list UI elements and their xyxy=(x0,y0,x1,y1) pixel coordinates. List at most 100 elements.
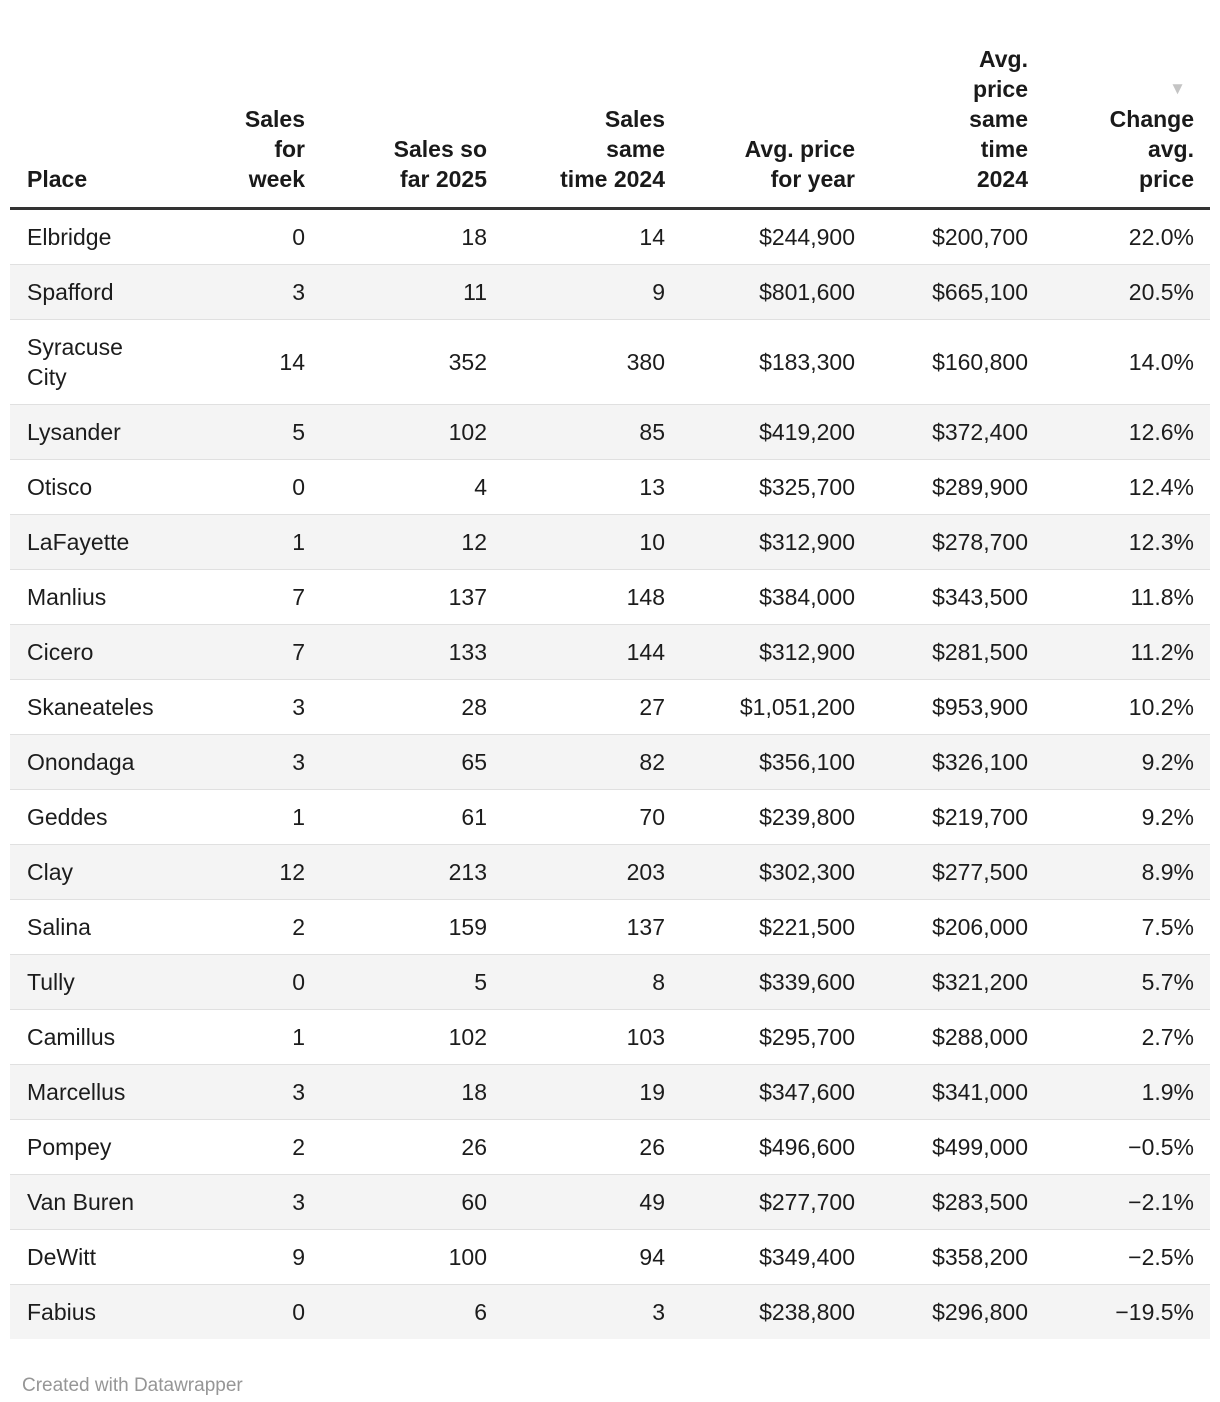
place-cell: Geddes xyxy=(27,804,108,830)
value-cell: −19.5% xyxy=(1115,1299,1194,1325)
value-cell: 7 xyxy=(292,639,305,665)
value-cell: 1 xyxy=(292,529,305,555)
value-cell: 3 xyxy=(652,1299,665,1325)
column-header-sales-so-far-2025[interactable]: Sales so far 2025 xyxy=(305,0,487,210)
value-cell: 2 xyxy=(292,914,305,940)
place-cell: Syracuse City xyxy=(27,334,123,390)
value-cell: $339,600 xyxy=(759,969,855,995)
table-row: Clay 12 213 203 $302,300 $277,500 8.9% xyxy=(10,844,1210,900)
value-cell: $277,700 xyxy=(759,1189,855,1215)
table-row: Pompey 2 26 26 $496,600 $499,000 −0.5% xyxy=(10,1119,1210,1175)
value-cell: 159 xyxy=(448,914,487,940)
value-cell: 0 xyxy=(292,1299,305,1325)
value-cell: 19 xyxy=(639,1079,665,1105)
table-row: LaFayette 1 12 10 $312,900 $278,700 12.3% xyxy=(10,514,1210,570)
table-row: Geddes 1 61 70 $239,800 $219,700 9.2% xyxy=(10,789,1210,845)
value-cell: 8 xyxy=(652,969,665,995)
value-cell: $356,100 xyxy=(759,749,855,775)
value-cell: $343,500 xyxy=(932,584,1028,610)
value-cell: 10 xyxy=(639,529,665,555)
value-cell: 14.0% xyxy=(1128,349,1194,375)
value-cell: $219,700 xyxy=(932,804,1028,830)
value-cell: $419,200 xyxy=(759,419,855,445)
table-row: Salina 2 159 137 $221,500 $206,000 7.5% xyxy=(10,899,1210,955)
value-cell: 5 xyxy=(292,419,305,445)
value-cell: $384,000 xyxy=(759,584,855,610)
column-header-sales-for-week[interactable]: Sales for week xyxy=(160,0,305,210)
place-cell: Van Buren xyxy=(27,1189,134,1215)
value-cell: 22.0% xyxy=(1128,224,1194,250)
value-cell: $200,700 xyxy=(932,224,1028,250)
table-row: Elbridge 0 18 14 $244,900 $200,700 22.0% xyxy=(10,208,1210,265)
value-cell: 4 xyxy=(474,474,487,500)
place-cell: Lysander xyxy=(27,419,121,445)
column-header-place[interactable]: Place xyxy=(10,0,160,210)
value-cell: 14 xyxy=(639,224,665,250)
table-row: Manlius 7 137 148 $384,000 $343,500 11.8% xyxy=(10,569,1210,625)
value-cell: 12 xyxy=(279,859,305,885)
value-cell: 103 xyxy=(626,1024,665,1050)
place-cell: Clay xyxy=(27,859,74,885)
value-cell: −2.1% xyxy=(1128,1189,1194,1215)
value-cell: 70 xyxy=(639,804,665,830)
value-cell: 94 xyxy=(639,1244,665,1270)
value-cell: $801,600 xyxy=(759,279,855,305)
value-cell: $341,000 xyxy=(932,1079,1028,1105)
value-cell: −0.5% xyxy=(1128,1134,1194,1160)
place-cell: Fabius xyxy=(27,1299,97,1325)
value-cell: 9 xyxy=(292,1244,305,1270)
value-cell: $321,200 xyxy=(932,969,1028,995)
value-cell: 13 xyxy=(639,474,665,500)
value-cell: $283,500 xyxy=(932,1189,1028,1215)
value-cell: $372,400 xyxy=(932,419,1028,445)
value-cell: $312,900 xyxy=(759,639,855,665)
column-header-change-avg-price[interactable]: ▼ Change avg. price xyxy=(1028,0,1210,210)
value-cell: 60 xyxy=(461,1189,487,1215)
value-cell: 65 xyxy=(461,749,487,775)
value-cell: 3 xyxy=(292,694,305,720)
table-row: Onondaga 3 65 82 $356,100 $326,100 9.2% xyxy=(10,734,1210,790)
table-row: Syracuse City 14 352 380 $183,300 $160,800 14.… xyxy=(10,319,1210,405)
column-header-label: Change avg. price xyxy=(1109,106,1194,192)
value-cell: 144 xyxy=(626,639,665,665)
table-row: Marcellus 3 18 19 $347,600 $341,000 1.9% xyxy=(10,1064,1210,1120)
value-cell: 5 xyxy=(474,969,487,995)
value-cell: $665,100 xyxy=(932,279,1028,305)
column-header-sales-same-time-2024[interactable]: Sales same time 2024 xyxy=(487,0,665,210)
column-header-label: Avg. price for year xyxy=(744,136,855,192)
value-cell: 18 xyxy=(461,1079,487,1105)
column-header-label: Sales for week xyxy=(244,106,305,192)
value-cell: 380 xyxy=(626,349,665,375)
value-cell: 7 xyxy=(292,584,305,610)
value-cell: 10.2% xyxy=(1128,694,1194,720)
value-cell: 1.9% xyxy=(1141,1079,1194,1105)
datawrapper-credit: Created with Datawrapper xyxy=(22,1375,243,1396)
value-cell: 12.3% xyxy=(1128,529,1194,555)
value-cell: 27 xyxy=(639,694,665,720)
value-cell: 11 xyxy=(463,279,487,305)
value-cell: 3 xyxy=(292,1079,305,1105)
place-cell: Spafford xyxy=(27,279,114,305)
column-header-avg-price-for-year[interactable]: Avg. price for year xyxy=(665,0,855,210)
value-cell: $496,600 xyxy=(759,1134,855,1160)
value-cell: 133 xyxy=(448,639,487,665)
place-cell: Otisco xyxy=(27,474,93,500)
table-header: Place Sales for week Sales so far 2025 S… xyxy=(10,0,1210,210)
table-row: Cicero 7 133 144 $312,900 $281,500 11.2% xyxy=(10,624,1210,680)
table-row: Tully 0 5 8 $339,600 $321,200 5.7% xyxy=(10,954,1210,1010)
value-cell: $277,500 xyxy=(932,859,1028,885)
value-cell: $289,900 xyxy=(932,474,1028,500)
table-body: Elbridge 0 18 14 $244,900 $200,700 22.0% Spaffo… xyxy=(10,208,1210,1339)
place-cell: Skaneateles xyxy=(27,694,154,720)
sales-table: Place Sales for week Sales so far 2025 S… xyxy=(10,0,1210,1339)
value-cell: 2 xyxy=(292,1134,305,1160)
value-cell: $206,000 xyxy=(932,914,1028,940)
place-cell: LaFayette xyxy=(27,529,130,555)
column-header-avg-price-same-time-2024[interactable]: Avg. price same time 2024 xyxy=(855,0,1028,210)
column-header-label: Sales so far 2025 xyxy=(393,136,487,192)
value-cell: 5.7% xyxy=(1141,969,1194,995)
value-cell: 100 xyxy=(448,1244,487,1270)
value-cell: 82 xyxy=(639,749,665,775)
value-cell: 9.2% xyxy=(1141,804,1194,830)
value-cell: $244,900 xyxy=(759,224,855,250)
